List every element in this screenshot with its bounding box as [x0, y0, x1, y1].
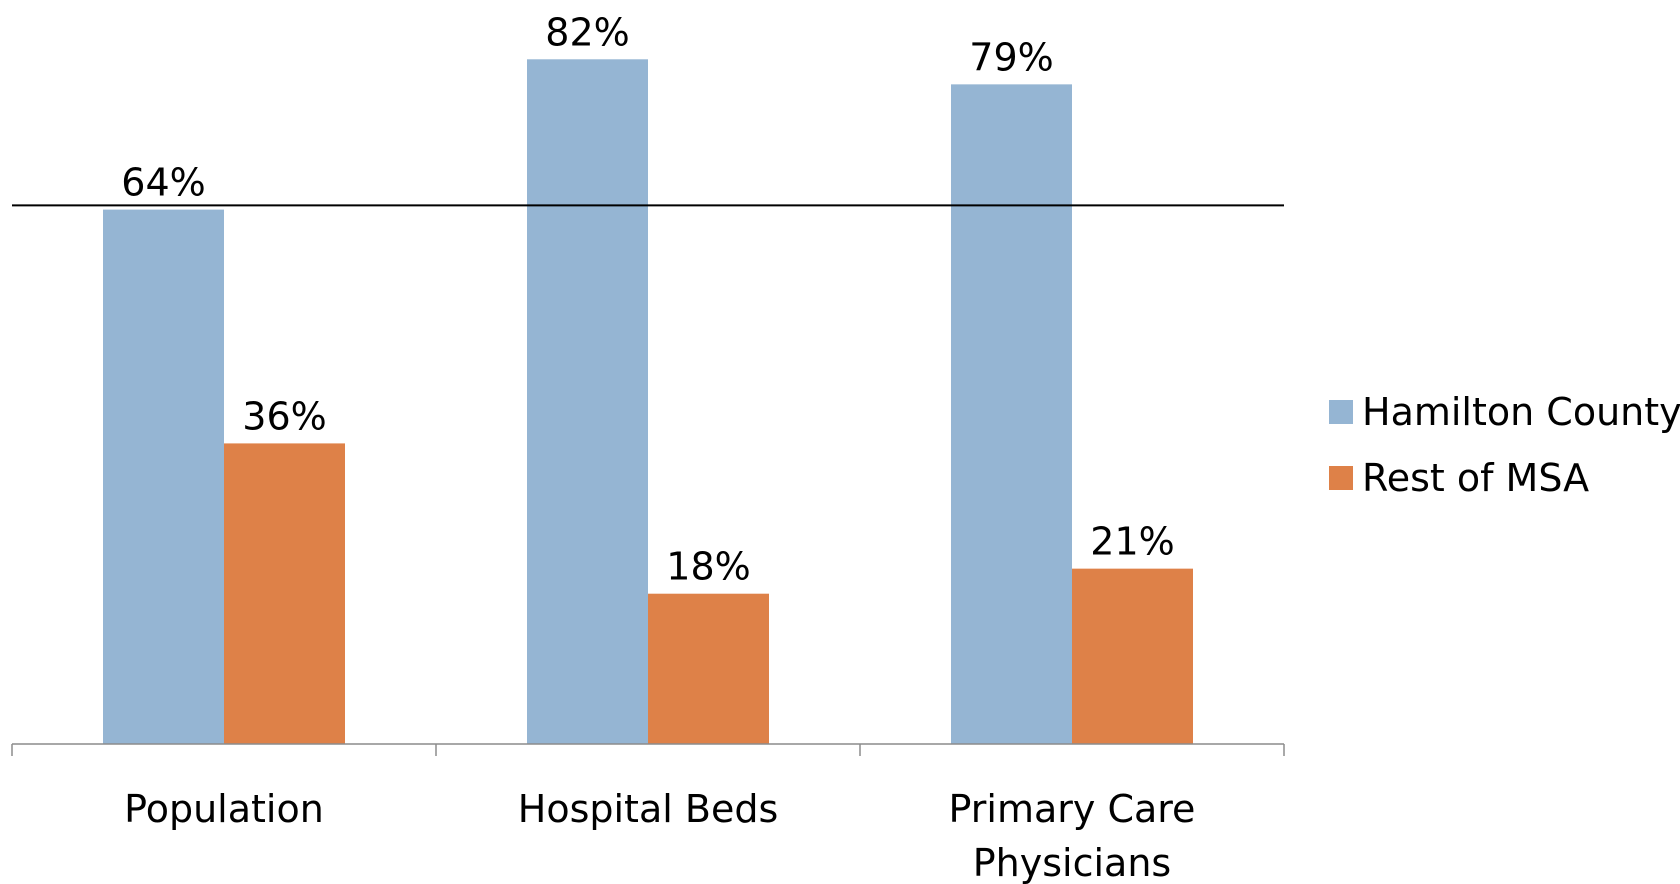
data-label: 18%: [666, 545, 750, 589]
legend-label: Hamilton County: [1362, 390, 1680, 434]
bar-hamilton-county-hospital-beds: [527, 59, 648, 745]
bar-rest-of-msa-primary-care-physicians: [1072, 568, 1193, 744]
data-label: 64%: [121, 161, 205, 205]
legend-swatch: [1329, 400, 1353, 424]
data-label: 79%: [969, 35, 1053, 79]
data-label: 36%: [242, 394, 326, 438]
x-axis: Population Hospital Beds Primary Care Physi…: [11, 743, 1285, 884]
category-label: Population: [124, 787, 324, 831]
legend: Hamilton County Rest of MSA: [1329, 390, 1680, 500]
data-label: 21%: [1090, 520, 1174, 564]
data-label: 82%: [545, 10, 629, 54]
data-labels-layer: 64% 36% 82% 18% 79% 21%: [121, 10, 1174, 588]
legend-swatch: [1329, 466, 1353, 490]
bar-hamilton-county-population: [103, 209, 224, 745]
bar-hamilton-county-primary-care-physicians: [951, 84, 1072, 745]
bar-rest-of-msa-hospital-beds: [648, 593, 769, 744]
category-label: Hospital Beds: [518, 787, 779, 831]
bar-rest-of-msa-population: [224, 443, 345, 744]
bars-layer: [103, 59, 1193, 745]
legend-label: Rest of MSA: [1362, 456, 1589, 500]
category-label: Primary Care Physicians: [949, 787, 1196, 884]
